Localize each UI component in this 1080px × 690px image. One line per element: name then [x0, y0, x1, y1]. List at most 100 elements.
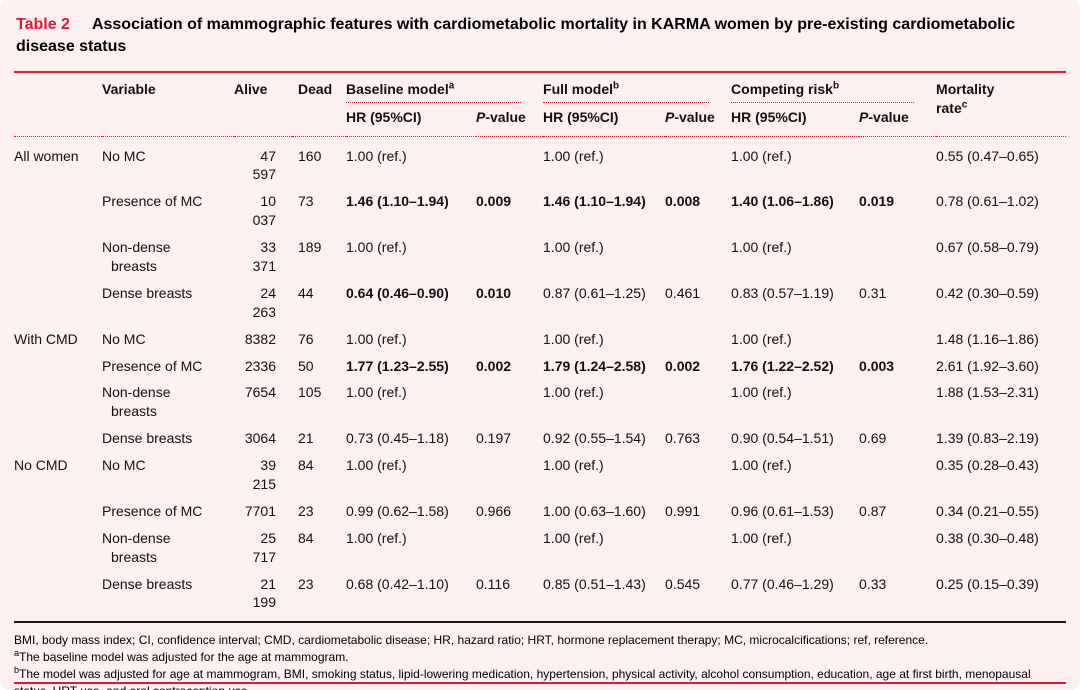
cell-baseline-hr: 1.00 (ref.)	[346, 239, 407, 256]
cell-full-p	[665, 525, 731, 571]
mortality-rate-sup: c	[961, 99, 968, 111]
table-row: Dense breasts 21 199 23 0.68 (0.42–1.10)…	[14, 570, 1067, 624]
baseline-model-sup: a	[448, 80, 455, 92]
table-row: Dense breasts 24 263 44 0.64 (0.46–0.90)…	[14, 280, 1066, 326]
table-row: Presence of MC 10 037 73 1.46 (1.10–1.94…	[14, 188, 1066, 234]
header-full-model: Full modelb	[543, 70, 732, 103]
cell-full-p: 0.002	[665, 357, 701, 374]
cell-competing-hr: 1.00 (ref.)	[731, 529, 792, 546]
cell-competing-hr: 1.00 (ref.)	[731, 147, 792, 164]
cell-mortality: 0.34 (0.21–0.55)	[936, 502, 1039, 519]
table-header: Variable Alive Dead Baseline modela Full…	[14, 70, 1067, 137]
table-row: Presence of MC 7701 23 0.99 (0.62–1.58) …	[14, 498, 1066, 525]
cell-dead: 105	[298, 384, 322, 401]
cell-baseline-hr: 1.00 (ref.)	[346, 330, 407, 347]
cell-group	[14, 525, 102, 571]
cell-full-hr: 1.79 (1.24–2.58)	[543, 357, 646, 374]
cell-group: With CMD	[14, 330, 78, 347]
cell-group: All women	[14, 147, 79, 164]
cell-dead: 23	[298, 502, 314, 519]
cell-competing-p	[859, 452, 936, 498]
cell-variable: Dense breasts	[102, 570, 234, 624]
header-p-competing: P-value	[859, 102, 937, 137]
cell-full-p	[665, 452, 731, 498]
cell-baseline-hr: 0.73 (0.45–1.18)	[346, 430, 449, 447]
cell-group	[14, 188, 102, 234]
cell-mortality: 0.38 (0.30–0.48)	[936, 529, 1039, 546]
cell-competing-p: 0.019	[859, 193, 895, 210]
cell-dead: 73	[298, 193, 314, 210]
cell-dead: 84	[298, 457, 314, 474]
cell-alive: 7654	[244, 384, 276, 401]
cell-mortality: 0.55 (0.47–0.65)	[936, 147, 1039, 164]
mortality-rate-label: Mortality rate	[936, 80, 995, 116]
cell-competing-p: 0.31	[859, 284, 887, 301]
cell-competing-hr: 1.40 (1.06–1.86)	[731, 193, 834, 210]
cell-dead: 23	[292, 570, 346, 624]
cell-full-hr: 1.00 (0.63–1.60)	[543, 502, 646, 519]
footnote-b: bThe model was adjusted for age at mammo…	[14, 665, 1031, 690]
table-title: Table 2 Association of mammographic featu…	[14, 12, 1066, 71]
cell-mortality: 2.61 (1.92–3.60)	[936, 357, 1039, 374]
cell-alive: 39 215	[252, 457, 276, 493]
table-number-label: Table 2	[16, 16, 70, 33]
header-competing-risk: Competing riskb	[731, 70, 937, 103]
cell-dead: 21	[298, 430, 314, 447]
cell-variable: Dense breasts	[102, 284, 193, 301]
header-hr-baseline: HR (95%CI)	[346, 102, 476, 137]
cell-group	[14, 570, 102, 624]
cell-baseline-p	[476, 234, 543, 280]
cell-full-p: 0.991	[665, 502, 701, 519]
cell-competing-hr: 0.90 (0.54–1.51)	[731, 430, 834, 447]
cell-alive: 33 371	[252, 239, 276, 275]
cell-variable: Presence of MC	[102, 502, 203, 519]
cell-mortality: 0.67 (0.58–0.79)	[936, 239, 1039, 256]
table-body: All women No MC 47 597 160 1.00 (ref.) 1…	[14, 136, 1067, 624]
header-p-full: P-value	[665, 102, 732, 137]
cell-full-hr: 1.00 (ref.)	[543, 529, 604, 546]
cell-baseline-hr: 1.77 (1.23–2.55)	[346, 357, 449, 374]
table-row: Non-dense breasts 25 717 84 1.00 (ref.) 1…	[14, 525, 1066, 571]
cell-full-hr: 1.46 (1.10–1.94)	[543, 193, 646, 210]
cell-variable: No MC	[102, 330, 146, 347]
cell-variable: No MC	[102, 457, 146, 474]
header-hr-full: HR (95%CI)	[543, 102, 666, 137]
full-model-label: Full model	[543, 80, 614, 97]
cell-mortality: 1.88 (1.53–2.31)	[936, 384, 1039, 401]
cell-dead: 44	[298, 284, 314, 301]
cell-group: No CMD	[14, 457, 68, 474]
cell-group	[14, 234, 102, 280]
cell-baseline-p	[476, 379, 543, 425]
cell-competing-hr: 1.00 (ref.)	[731, 384, 792, 401]
full-model-sup: b	[613, 80, 620, 92]
cell-alive: 25 717	[252, 529, 276, 565]
cell-full-hr: 1.00 (ref.)	[543, 239, 604, 256]
table-row: Dense breasts 3064 21 0.73 (0.45–1.18) 0…	[14, 425, 1066, 452]
cell-full-hr: 0.87 (0.61–1.25)	[543, 284, 646, 301]
cell-group	[14, 425, 102, 452]
cell-baseline-hr: 0.64 (0.46–0.90)	[346, 284, 449, 301]
cell-full-p	[665, 136, 731, 188]
cell-baseline-p: 0.009	[476, 193, 512, 210]
cell-variable: Dense breasts	[102, 430, 193, 447]
cell-mortality: 0.25 (0.15–0.39)	[936, 570, 1067, 624]
cell-alive: 3064	[244, 430, 276, 447]
cell-full-p: 0.008	[665, 193, 701, 210]
cell-dead: 160	[298, 147, 322, 164]
table-row: Non-dense breasts 33 371 189 1.00 (ref.) …	[14, 234, 1066, 280]
cell-group	[14, 353, 102, 380]
cell-variable: No MC	[102, 147, 146, 164]
cell-alive: 47 597	[252, 147, 276, 183]
cell-baseline-hr: 1.00 (ref.)	[346, 529, 407, 546]
cell-competing-p	[859, 379, 936, 425]
cell-competing-hr: 0.77 (0.46–1.29)	[731, 570, 860, 624]
cell-baseline-p: 0.966	[476, 502, 512, 519]
table-row: No CMD No MC 39 215 84 1.00 (ref.) 1.00 …	[14, 452, 1066, 498]
cell-competing-hr: 1.76 (1.22–2.52)	[731, 357, 834, 374]
header-row-stats: HR (95%CI) P-value HR (95%CI) P-value HR…	[14, 102, 1066, 137]
table-row: All women No MC 47 597 160 1.00 (ref.) 1…	[14, 136, 1066, 188]
header-row-models: Variable Alive Dead Baseline modela Full…	[14, 70, 1067, 137]
cell-variable: Non-dense breasts	[102, 239, 171, 275]
cell-baseline-p: 0.002	[476, 357, 512, 374]
